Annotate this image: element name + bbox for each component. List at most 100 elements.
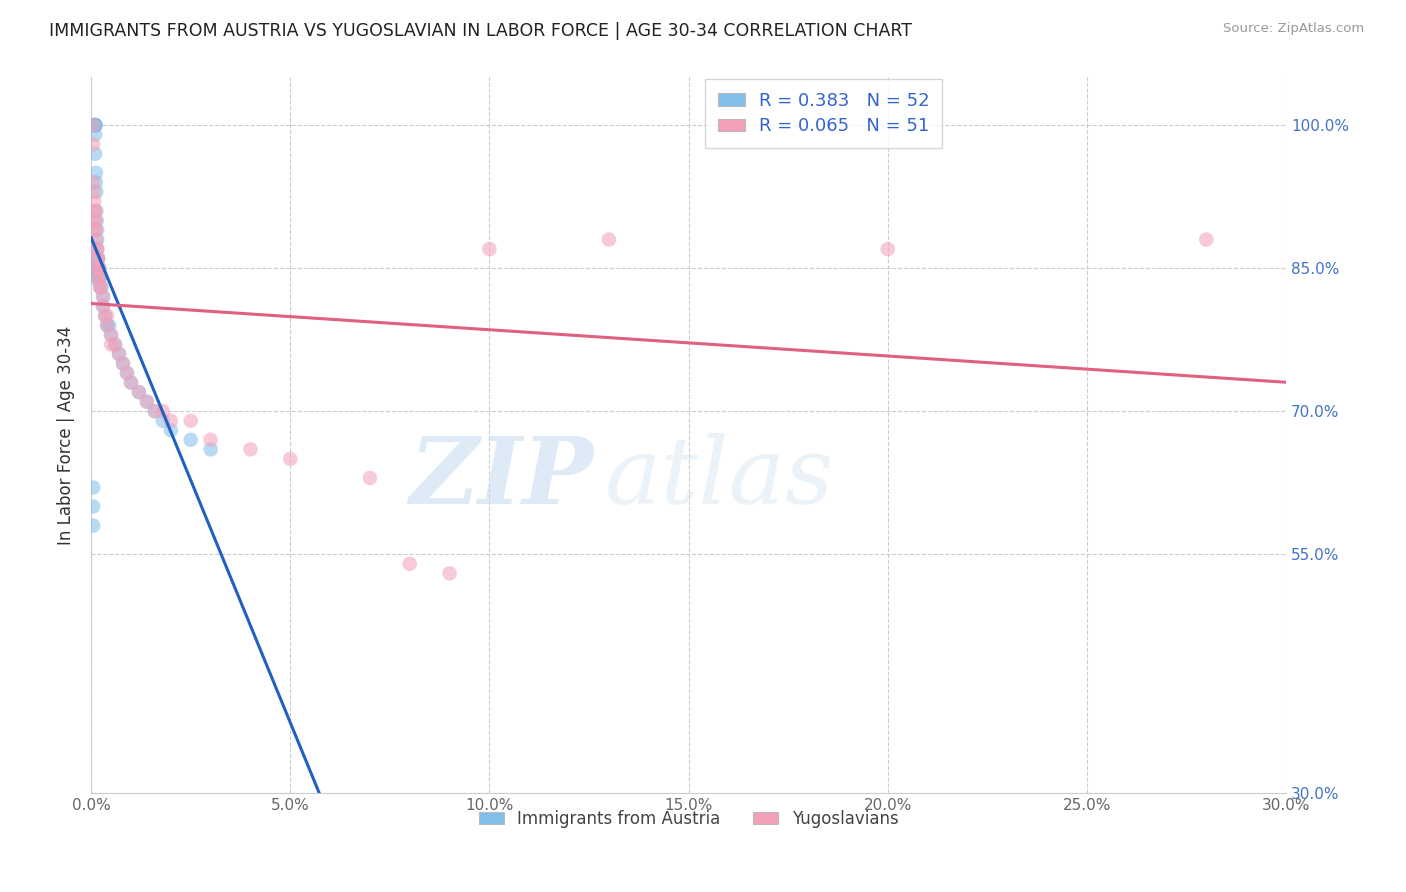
Point xyxy=(439,566,461,581)
Point xyxy=(84,118,107,132)
Point xyxy=(83,261,105,276)
Point xyxy=(87,252,110,266)
Point xyxy=(100,327,122,342)
Point xyxy=(84,213,107,227)
Point xyxy=(111,357,134,371)
Point xyxy=(86,233,108,247)
Point xyxy=(86,203,108,218)
Point xyxy=(598,233,620,247)
Text: atlas: atlas xyxy=(605,433,834,523)
Text: ZIP: ZIP xyxy=(409,433,593,523)
Point xyxy=(180,414,202,428)
Point xyxy=(152,404,174,418)
Point xyxy=(359,471,381,485)
Point xyxy=(89,270,111,285)
Point xyxy=(87,261,110,276)
Point xyxy=(100,337,122,351)
Point xyxy=(96,318,118,333)
Point xyxy=(91,299,114,313)
Point xyxy=(478,242,501,256)
Point xyxy=(84,118,107,132)
Point xyxy=(115,366,138,380)
Point xyxy=(87,270,110,285)
Point xyxy=(87,270,110,285)
Point xyxy=(84,175,107,189)
Point xyxy=(86,242,108,256)
Point xyxy=(83,194,105,209)
Point xyxy=(86,242,108,256)
Point xyxy=(82,175,104,189)
Point xyxy=(86,252,108,266)
Point xyxy=(94,309,117,323)
Point xyxy=(83,270,105,285)
Point xyxy=(82,118,104,132)
Point xyxy=(84,118,107,132)
Point xyxy=(120,376,142,390)
Point xyxy=(159,423,181,437)
Point xyxy=(84,203,107,218)
Point xyxy=(84,118,107,132)
Point xyxy=(83,261,105,276)
Point xyxy=(82,137,104,152)
Point xyxy=(128,385,150,400)
Point xyxy=(398,557,420,571)
Point xyxy=(82,500,104,514)
Point xyxy=(876,242,898,256)
Point xyxy=(278,451,301,466)
Point xyxy=(86,233,108,247)
Point xyxy=(86,242,108,256)
Point xyxy=(82,518,104,533)
Point xyxy=(87,270,110,285)
Point xyxy=(89,280,111,294)
Point xyxy=(87,252,110,266)
Point xyxy=(84,128,107,142)
Point xyxy=(87,261,110,276)
Point xyxy=(180,433,202,447)
Point xyxy=(84,213,107,227)
Point xyxy=(104,337,127,351)
Point xyxy=(84,223,107,237)
Point xyxy=(84,118,107,132)
Y-axis label: In Labor Force | Age 30-34: In Labor Force | Age 30-34 xyxy=(58,326,75,545)
Point xyxy=(84,166,107,180)
Point xyxy=(84,118,107,132)
Point xyxy=(120,376,142,390)
Point xyxy=(108,347,131,361)
Point xyxy=(100,327,122,342)
Legend: Immigrants from Austria, Yugoslavians: Immigrants from Austria, Yugoslavians xyxy=(472,803,905,834)
Text: IMMIGRANTS FROM AUSTRIA VS YUGOSLAVIAN IN LABOR FORCE | AGE 30-34 CORRELATION CH: IMMIGRANTS FROM AUSTRIA VS YUGOSLAVIAN I… xyxy=(49,22,912,40)
Point xyxy=(152,414,174,428)
Point xyxy=(89,280,111,294)
Point xyxy=(84,118,107,132)
Point xyxy=(143,404,166,418)
Point xyxy=(135,394,157,409)
Point xyxy=(1195,233,1218,247)
Point xyxy=(91,290,114,304)
Point xyxy=(91,290,114,304)
Point xyxy=(104,337,127,351)
Point xyxy=(108,347,131,361)
Point xyxy=(87,261,110,276)
Point xyxy=(111,357,134,371)
Point xyxy=(143,404,166,418)
Text: Source: ZipAtlas.com: Source: ZipAtlas.com xyxy=(1223,22,1364,36)
Point xyxy=(84,223,107,237)
Point xyxy=(87,261,110,276)
Point xyxy=(135,394,157,409)
Point xyxy=(128,385,150,400)
Point xyxy=(87,270,110,285)
Point xyxy=(87,252,110,266)
Point xyxy=(200,433,222,447)
Point xyxy=(86,213,108,227)
Point xyxy=(86,185,108,199)
Point xyxy=(159,414,181,428)
Point xyxy=(94,309,117,323)
Point xyxy=(82,481,104,495)
Point xyxy=(86,223,108,237)
Point xyxy=(84,146,107,161)
Point xyxy=(200,442,222,457)
Point xyxy=(96,309,118,323)
Point xyxy=(239,442,262,457)
Point xyxy=(84,118,107,132)
Point xyxy=(87,261,110,276)
